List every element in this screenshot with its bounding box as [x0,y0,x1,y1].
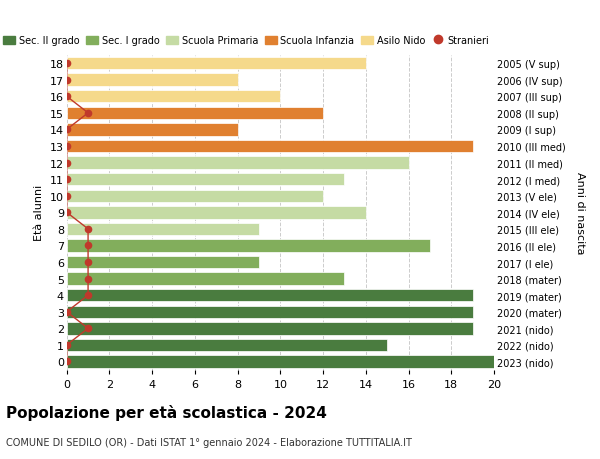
Y-axis label: Età alunni: Età alunni [34,185,44,241]
Bar [67,190,323,202]
Bar [67,58,366,70]
Bar [67,306,473,318]
Bar [67,355,494,368]
Bar [67,157,409,169]
Y-axis label: Anni di nascita: Anni di nascita [575,172,585,254]
Bar [67,273,344,285]
Text: COMUNE DI SEDILO (OR) - Dati ISTAT 1° gennaio 2024 - Elaborazione TUTTITALIA.IT: COMUNE DI SEDILO (OR) - Dati ISTAT 1° ge… [6,437,412,448]
Bar [67,322,473,335]
Legend: Sec. II grado, Sec. I grado, Scuola Primaria, Scuola Infanzia, Asilo Nido, Stran: Sec. II grado, Sec. I grado, Scuola Prim… [0,32,493,50]
Bar [67,289,473,302]
Bar [67,124,238,136]
Bar [67,174,344,186]
Bar [67,74,238,87]
Bar [67,207,366,219]
Bar [67,140,473,153]
Bar [67,339,387,351]
Bar [67,223,259,235]
Bar [67,256,259,269]
Bar [67,240,430,252]
Text: Popolazione per età scolastica - 2024: Popolazione per età scolastica - 2024 [6,404,327,420]
Bar [67,107,323,120]
Bar [67,91,280,103]
